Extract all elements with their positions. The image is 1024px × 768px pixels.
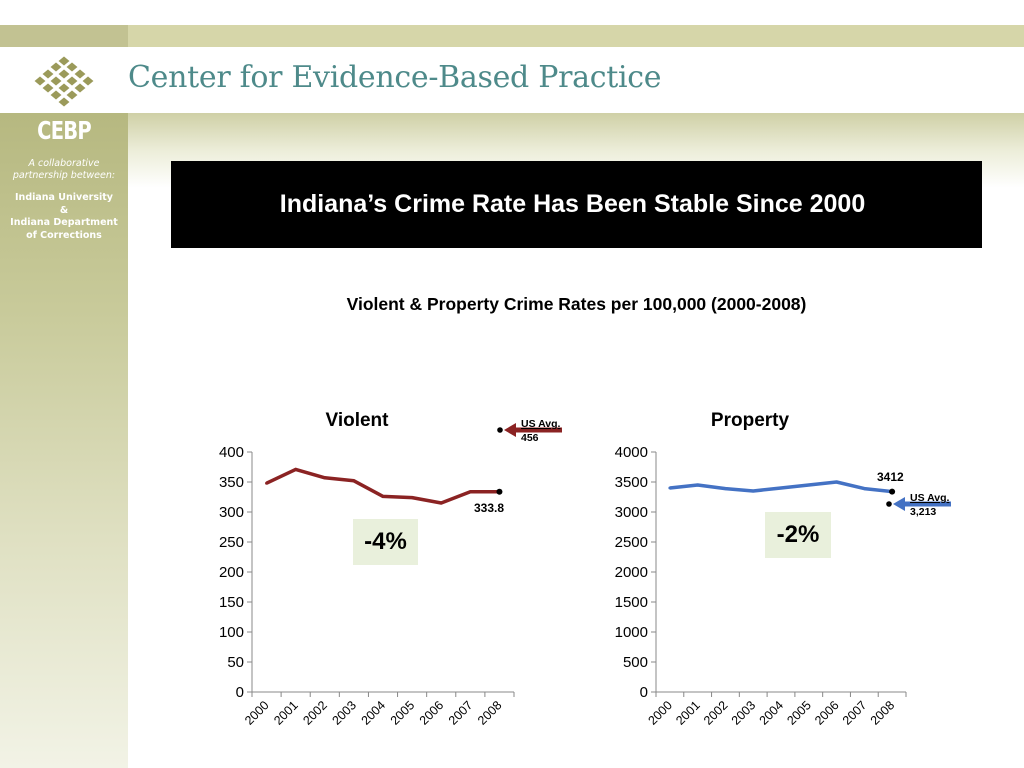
slide-title-banner: Indiana’s Crime Rate Has Been Stable Sin… bbox=[171, 161, 982, 248]
chart-subtitle: Violent & Property Crime Rates per 100,0… bbox=[346, 294, 807, 314]
property-x-tick-label: 2004 bbox=[757, 698, 787, 728]
violent-y-tick-label: 400 bbox=[219, 444, 244, 461]
violent-y-tick-label: 200 bbox=[219, 564, 244, 581]
property-x-tick-label: 2005 bbox=[784, 698, 814, 728]
violent-y-tick-label: 100 bbox=[219, 624, 244, 641]
property-data-point bbox=[835, 480, 839, 484]
violent-y-tick-label: 250 bbox=[219, 534, 244, 551]
violent-data-point bbox=[439, 501, 443, 505]
violent-x-tick-label: 2005 bbox=[388, 698, 418, 728]
violent-us-avg-arrow-head bbox=[504, 423, 516, 437]
page-title: Center for Evidence-Based Practice bbox=[128, 60, 662, 95]
slide-title: Indiana’s Crime Rate Has Been Stable Sin… bbox=[279, 190, 866, 218]
property-data-point bbox=[696, 483, 700, 487]
violent-x-tick-label: 2000 bbox=[242, 698, 272, 728]
violent-y-tick-label: 350 bbox=[219, 474, 244, 491]
violent-change-box: -4% bbox=[353, 519, 418, 565]
violent-series-line bbox=[265, 467, 500, 505]
property-x-tick-label: 2000 bbox=[645, 698, 675, 728]
sidebar bbox=[0, 113, 128, 768]
violent-y-tick-label: 50 bbox=[227, 654, 244, 671]
violent-x-tick-label: 2003 bbox=[329, 698, 359, 728]
violent-x-tick-label: 2006 bbox=[417, 698, 447, 728]
violent-us-avg-label: US Avg. bbox=[521, 418, 561, 430]
property-y-tick-label: 4000 bbox=[615, 444, 648, 461]
property-y-tick-label: 0 bbox=[640, 684, 648, 701]
partner-line-2: & bbox=[59, 204, 69, 216]
violent-end-label: 333.8 bbox=[474, 501, 504, 515]
property-us-avg-label: US Avg. bbox=[910, 492, 950, 504]
violent-data-point bbox=[410, 496, 414, 500]
violent-us-avg-marker bbox=[497, 427, 503, 433]
diamond-logo-icon bbox=[33, 55, 95, 108]
property-us-avg-value: 3,213 bbox=[910, 506, 936, 518]
property-data-point bbox=[779, 486, 783, 490]
violent-y-tick-label: 300 bbox=[219, 504, 244, 521]
property-change-box: -2% bbox=[765, 512, 831, 558]
property-us-avg-marker bbox=[886, 501, 892, 507]
violent-chart-title: Violent bbox=[326, 410, 390, 431]
property-x-tick-label: 2007 bbox=[840, 698, 870, 728]
property-data-point bbox=[668, 486, 672, 490]
property-x-tick-label: 2003 bbox=[729, 698, 759, 728]
violent-data-point bbox=[352, 479, 356, 483]
collab-line-1: A collaborative bbox=[28, 158, 100, 169]
property-end-marker bbox=[889, 488, 896, 495]
property-chart-title: Property bbox=[711, 410, 790, 431]
property-y-tick-label: 3000 bbox=[615, 504, 648, 521]
violent-x-tick-label: 2008 bbox=[475, 698, 505, 728]
violent-y-tick-label: 150 bbox=[219, 594, 244, 611]
violent-x-tick-label: 2002 bbox=[300, 698, 330, 728]
partner-line-1: Indiana University bbox=[15, 192, 113, 203]
property-y-tick-label: 500 bbox=[623, 654, 648, 671]
violent-end-marker bbox=[496, 488, 503, 495]
violent-data-point bbox=[323, 476, 327, 480]
property-data-point bbox=[862, 487, 866, 491]
header-band bbox=[0, 25, 1024, 47]
property-y-tick-label: 2000 bbox=[615, 564, 648, 581]
violent-us-avg-value: 456 bbox=[521, 432, 539, 444]
property-x-tick-label: 2008 bbox=[868, 698, 898, 728]
violent-data-point bbox=[265, 481, 269, 485]
property-data-point bbox=[723, 487, 727, 491]
cebp-logo-text: CEBP bbox=[37, 116, 91, 145]
property-us-avg-arrow-head bbox=[893, 497, 905, 511]
property-data-point bbox=[807, 483, 811, 487]
property-y-tick-label: 2500 bbox=[615, 534, 648, 551]
property-x-tick-label: 2002 bbox=[701, 698, 731, 728]
partner-line-3: Indiana Department bbox=[10, 217, 118, 228]
collab-text: A collaborative partnership between: bbox=[0, 158, 128, 182]
property-y-tick-label: 3500 bbox=[615, 474, 648, 491]
partner-line-4: of Corrections bbox=[26, 229, 102, 241]
violent-data-point bbox=[468, 490, 472, 494]
violent-data-point bbox=[294, 467, 298, 471]
property-data-point bbox=[751, 489, 755, 493]
property-y-tick-label: 1000 bbox=[615, 624, 648, 641]
violent-x-tick-label: 2004 bbox=[359, 698, 389, 728]
collab-line-2: partnership between: bbox=[12, 170, 116, 181]
violent-x-tick-label: 2001 bbox=[271, 698, 301, 728]
violent-data-point bbox=[381, 494, 385, 498]
property-end-label: 3412 bbox=[877, 470, 904, 484]
header-band-accent bbox=[0, 25, 128, 47]
property-x-tick-label: 2006 bbox=[812, 698, 842, 728]
violent-y-tick-label: 0 bbox=[236, 684, 244, 701]
property-x-tick-label: 2001 bbox=[673, 698, 703, 728]
partners-text: Indiana University & Indiana Department … bbox=[0, 192, 128, 242]
property-y-tick-label: 1500 bbox=[615, 594, 648, 611]
violent-x-tick-label: 2007 bbox=[446, 698, 476, 728]
